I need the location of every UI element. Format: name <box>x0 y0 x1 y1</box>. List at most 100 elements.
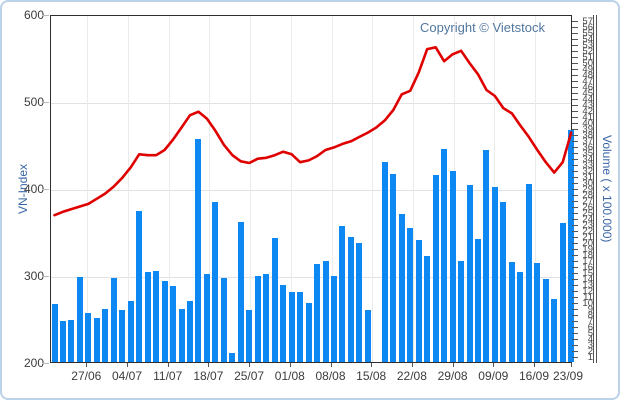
right-tick-number: 40 <box>582 117 593 129</box>
volume-bar <box>407 228 414 362</box>
x-tick-mark <box>86 363 88 367</box>
volume-bar <box>424 256 431 362</box>
h-gridline <box>51 277 571 278</box>
x-tick-label: 27/06 <box>71 369 102 383</box>
volume-bar <box>85 313 92 362</box>
right-tick-mark <box>572 237 578 238</box>
right-tick-number: 50 <box>582 57 593 69</box>
right-tick-number: 38 <box>582 129 593 141</box>
right-tick-number: 34 <box>582 153 593 165</box>
right-tick-number: 37 <box>582 135 593 147</box>
right-tick-mark <box>572 291 578 292</box>
right-tick-number: 9 <box>587 303 593 315</box>
right-tick-mark <box>572 273 578 274</box>
right-tick-number: 22 <box>582 225 593 237</box>
left-tick-mark <box>42 276 49 277</box>
x-tick-label: 18/07 <box>193 369 224 383</box>
right-tick-number: 55 <box>582 27 593 39</box>
volume-bar <box>458 261 465 362</box>
volume-bar <box>288 292 295 362</box>
right-tick-mark <box>572 27 578 28</box>
right-tick-number: 1 <box>587 351 593 363</box>
right-tick-mark <box>572 69 578 70</box>
volume-bar <box>322 261 329 362</box>
right-tick-mark <box>572 105 578 106</box>
volume-bar <box>195 139 202 362</box>
left-tick-label: 300 <box>23 269 44 283</box>
right-axis-title: Volume ( x 100.000) <box>600 135 614 243</box>
v-gridline <box>290 16 292 362</box>
plot-area: Copyright © Vietstock <box>50 15 575 363</box>
right-tick-number: 30 <box>582 177 593 189</box>
x-tick-label: 16/09 <box>518 369 550 383</box>
right-tick-mark <box>572 225 578 226</box>
right-tick-mark <box>572 75 578 76</box>
right-tick-number: 51 <box>582 51 593 63</box>
right-tick-mark <box>572 243 578 244</box>
left-tick-label: 600 <box>23 8 44 22</box>
volume-bar <box>170 286 177 362</box>
volume-bar <box>432 175 439 362</box>
vnindex-line-chart <box>53 45 573 217</box>
right-tick-mark <box>572 315 578 316</box>
volume-bar <box>297 292 304 362</box>
right-tick-number: 3 <box>587 339 593 351</box>
volume-bar <box>475 239 481 362</box>
right-tick-mark <box>572 153 578 154</box>
volume-bar <box>381 162 388 362</box>
right-tick-number: 45 <box>582 87 593 99</box>
right-tick-mark <box>572 219 578 220</box>
right-tick-mark <box>572 39 578 40</box>
left-tick-mark <box>42 102 49 103</box>
right-tick-number: 41 <box>582 111 593 123</box>
x-tick-label: 01/08 <box>274 369 305 383</box>
left-tick-mark <box>42 363 49 364</box>
right-tick-number: 24 <box>582 213 593 225</box>
x-tick-mark <box>452 363 454 367</box>
v-gridline <box>535 16 536 362</box>
volume-bar <box>212 202 219 362</box>
right-tick-mark <box>572 261 578 262</box>
volume-bar <box>441 149 448 362</box>
right-tick-mark <box>572 279 578 280</box>
right-tick-mark <box>572 189 578 190</box>
volume-bar <box>390 174 397 362</box>
right-tick-number: 36 <box>582 141 593 153</box>
volume-bar <box>220 278 227 362</box>
right-tick-mark <box>572 57 578 58</box>
right-tick-mark <box>572 351 578 352</box>
volume-bar <box>178 309 185 362</box>
copyright-label: Copyright © Vietstock <box>420 20 545 35</box>
volume-bar <box>559 223 566 362</box>
right-tick-number: 35 <box>582 147 593 159</box>
right-tick-mark <box>572 21 578 22</box>
v-gridline <box>209 16 211 362</box>
x-tick-mark <box>330 363 332 367</box>
volume-bar <box>280 285 287 362</box>
left-tick-mark <box>42 15 49 16</box>
volume-bar <box>127 301 134 362</box>
right-tick-mark <box>572 111 578 112</box>
volume-bar <box>364 310 371 362</box>
right-tick-number: 13 <box>582 279 593 291</box>
right-tick-mark <box>572 63 578 64</box>
right-tick-mark <box>572 165 578 166</box>
left-tick-mark <box>42 189 49 190</box>
volume-bar <box>161 281 168 362</box>
volume-bar <box>551 299 558 362</box>
volume-bar <box>466 185 473 362</box>
right-tick-mark <box>572 141 578 142</box>
right-tick-mark <box>572 123 578 124</box>
right-tick-mark <box>572 255 578 256</box>
volume-bar <box>339 226 346 362</box>
volume-bar <box>119 310 126 362</box>
x-tick-mark <box>571 363 572 367</box>
right-tick-mark <box>572 171 578 172</box>
volume-bar <box>203 274 210 362</box>
right-tick-number: 26 <box>582 201 593 213</box>
x-tick-mark <box>493 363 495 367</box>
right-tick-mark <box>572 81 578 82</box>
volume-bar <box>229 353 236 362</box>
v-gridline <box>87 16 89 362</box>
volume-bar <box>93 318 100 362</box>
